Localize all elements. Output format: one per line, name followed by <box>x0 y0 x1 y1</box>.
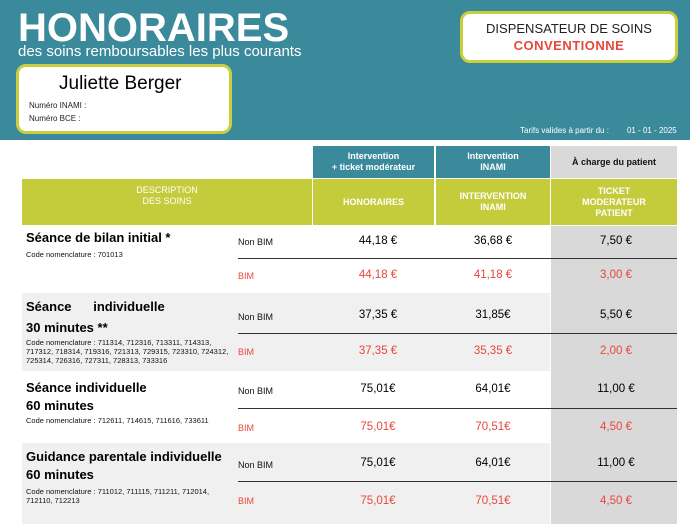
intervention-value-bim: 35,35 € <box>473 345 513 357</box>
header-banner: HONORAIRES des soins remboursables les p… <box>0 0 690 140</box>
ticket-value: 7,50 € <box>600 235 632 247</box>
row-band <box>22 293 550 371</box>
provider-name: Juliette Berger <box>59 73 182 94</box>
page-subtitle: des soins remboursables les plus courant… <box>18 43 302 60</box>
non-bim-label: Non BIM <box>238 460 274 470</box>
service-code: Code nomenclature : 701013 <box>26 250 123 259</box>
dispensateur-line2: CONVENTIONNE <box>513 38 625 53</box>
intervention-value-bim: 70,51€ <box>475 495 511 507</box>
ticket-value-bim: 2,00 € <box>600 345 632 357</box>
honoraires-value: 44,18 € <box>358 235 398 247</box>
row-divider <box>238 408 677 409</box>
ticket-value: 11,00 € <box>597 383 635 395</box>
ticket-header: TICKET MODERATEUR PATIENT <box>551 179 677 225</box>
tarifs-date: 01 - 01 - 2025 <box>626 126 677 135</box>
intervention-value: 64,01€ <box>475 383 511 395</box>
col1-top-header: Intervention + ticket modérateur <box>313 146 434 178</box>
ticket-value-bim: 3,00 € <box>600 269 632 281</box>
honoraires-value-bim: 75,01€ <box>360 495 396 507</box>
honoraires-value: 37,35 € <box>358 309 398 321</box>
col2-top-header: Intervention INAMI <box>436 146 550 178</box>
service-name: Séance de bilan initial * <box>26 230 171 245</box>
page-title: HONORAIRES <box>18 6 290 50</box>
intervention-value: 36,68 € <box>473 235 513 247</box>
service-name: Guidance parentale individuelle 60 minut… <box>26 449 222 482</box>
non-bim-label: Non BIM <box>238 386 274 396</box>
honoraires-value-bim: 37,35 € <box>358 345 398 357</box>
honoraires-value-bim: 75,01€ <box>360 421 396 433</box>
tarifs-validity: Tarifs valides à partir du : 01 - 01 - 20… <box>520 126 677 135</box>
service-code: Code nomenclature : 711314, 712316, 7133… <box>26 338 229 365</box>
intervention-value: 31,85€ <box>475 309 511 321</box>
row-divider <box>238 258 677 259</box>
service-code: Code nomenclature : 711012, 711115, 7112… <box>26 487 210 505</box>
provider-card: Juliette Berger Numéro INAMI : Numéro BC… <box>16 64 232 134</box>
ticket-value-bim: 4,50 € <box>600 495 632 507</box>
row-divider <box>238 481 677 482</box>
row-divider <box>238 333 677 334</box>
tarifs-label: Tarifs valides à partir du : <box>520 126 609 135</box>
inami-label: Numéro INAMI : <box>29 101 87 110</box>
bim-label: BIM <box>238 496 255 506</box>
bim-label: BIM <box>238 423 255 433</box>
non-bim-label: Non BIM <box>238 237 274 247</box>
service-name: Séance individuelle 30 minutes ** <box>26 299 165 335</box>
ticket-value-bim: 4,50 € <box>600 421 632 433</box>
intervention-value-bim: 41,18 € <box>473 269 513 281</box>
intervention-value-bim: 70,51€ <box>475 421 511 433</box>
service-code: Code nomenclature : 712611, 714615, 7116… <box>26 416 209 425</box>
non-bim-label: Non BIM <box>238 312 274 322</box>
patient-column-bg <box>551 226 677 524</box>
service-name: Séance individuelle 60 minutes <box>26 380 147 413</box>
dispensateur-badge: DISPENSATEUR DE SOINS CONVENTIONNE <box>460 11 678 63</box>
ticket-value: 11,00 € <box>597 457 635 469</box>
bim-label: BIM <box>238 347 255 357</box>
honoraires-header: HONORAIRES <box>313 179 434 225</box>
intervention-header: INTERVENTION INAMI <box>436 179 550 225</box>
honoraires-value-bim: 44,18 € <box>358 269 398 281</box>
col3-top-header: À charge du patient <box>551 146 677 178</box>
dispensateur-line1: DISPENSATEUR DE SOINS <box>486 21 652 36</box>
honoraires-value: 75,01€ <box>360 457 396 469</box>
bce-label: Numéro BCE : <box>29 114 81 123</box>
honoraires-value: 75,01€ <box>360 383 396 395</box>
desc-header: DESCRIPTION DES SOINS <box>22 179 312 225</box>
ticket-value: 5,50 € <box>600 309 632 321</box>
row-band <box>22 443 550 524</box>
intervention-value: 64,01€ <box>475 457 511 469</box>
bim-label: BIM <box>238 271 255 281</box>
